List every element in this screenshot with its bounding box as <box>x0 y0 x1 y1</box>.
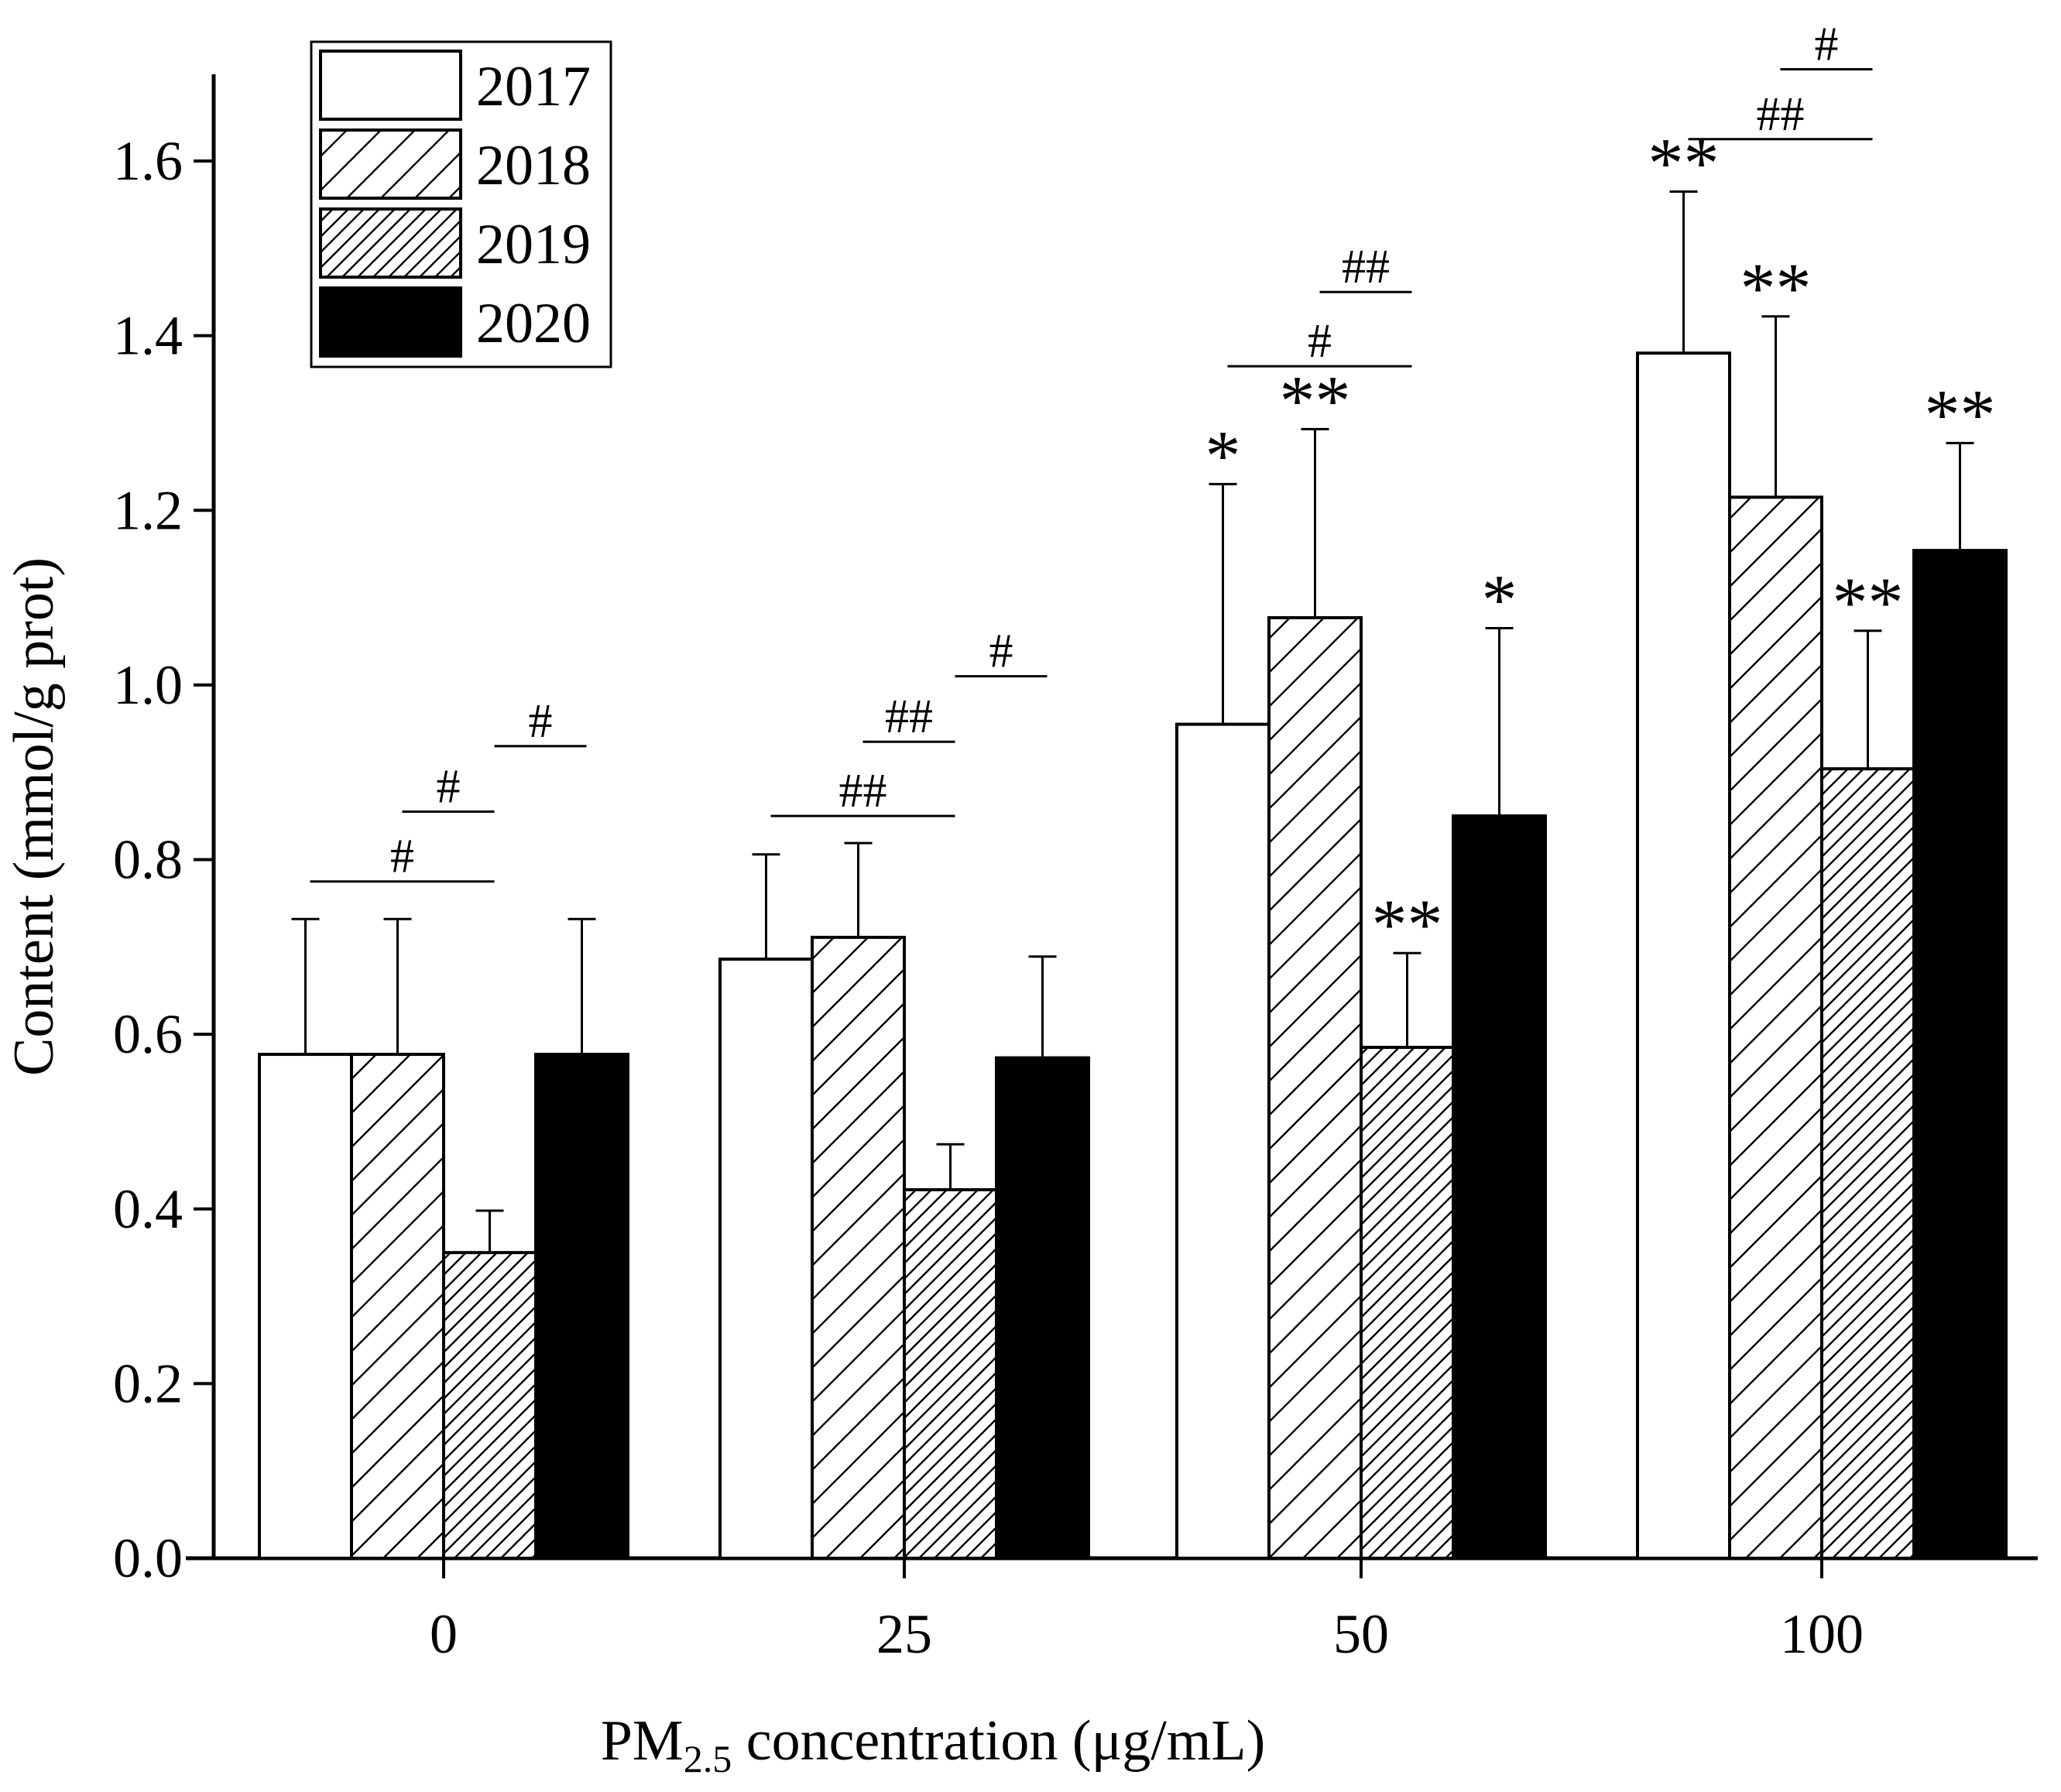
bar-2017-50 <box>1175 722 1271 1560</box>
y-tick-label: 1.0 <box>113 654 183 716</box>
y-tick-label: 0.8 <box>113 829 183 891</box>
comparison-label: # <box>989 625 1013 678</box>
legend-label-2017: 2017 <box>476 55 591 118</box>
legend-label-2018: 2018 <box>476 134 591 197</box>
significance-mark: ** <box>1740 248 1812 327</box>
legend-swatch-2018 <box>319 128 462 200</box>
y-tick-label: 0.2 <box>113 1352 183 1414</box>
bar-2017-25 <box>718 958 814 1560</box>
x-axis-title-subscript: 2.5 <box>684 1737 732 1780</box>
y-tick-label: 0.0 <box>113 1527 183 1589</box>
bar-2020-25 <box>995 1056 1090 1560</box>
comparison-label: ## <box>1342 241 1390 293</box>
bar-2018-50 <box>1267 616 1363 1560</box>
significance-mark: ** <box>1280 361 1351 440</box>
significance-mark: ** <box>1925 375 1996 454</box>
legend-swatch-2020 <box>319 286 462 358</box>
comparison-label: # <box>529 695 553 748</box>
comparison-label: ## <box>885 690 933 743</box>
bar-2019-0 <box>442 1251 537 1560</box>
bar-2020-0 <box>534 1053 629 1560</box>
x-tick-label: 0 <box>430 1603 458 1665</box>
comparison-label: # <box>1815 19 1839 71</box>
significance-mark: ** <box>1833 563 1904 642</box>
x-tick-label: 25 <box>876 1603 932 1665</box>
y-tick-label: 0.6 <box>113 1003 183 1065</box>
y-axis-title: Content (mmol/g prot) <box>2 557 66 1076</box>
x-tick-label: 100 <box>1780 1603 1864 1665</box>
bar-2018-0 <box>350 1053 445 1560</box>
comparison-label: # <box>1308 315 1332 368</box>
y-tick-label: 1.6 <box>113 130 183 192</box>
bar-2020-50 <box>1452 814 1547 1560</box>
significance-mark: * <box>1205 416 1241 495</box>
comparison-label: ## <box>1757 88 1805 141</box>
bar-2019-100 <box>1820 767 1915 1560</box>
comparison-label: ## <box>839 765 887 817</box>
plot-area: 0.00.20.40.60.81.01.21.41.6*************… <box>113 19 2038 1665</box>
bar-2020-100 <box>1912 549 2008 1560</box>
legend-label-2019: 2019 <box>476 213 591 276</box>
significance-mark: ** <box>1372 885 1443 964</box>
bar-2019-25 <box>903 1187 998 1561</box>
legend-swatch-2017 <box>319 50 462 121</box>
y-tick-label: 0.4 <box>113 1178 183 1240</box>
x-axis-title-main: PM <box>601 1709 684 1773</box>
bar-2018-25 <box>811 935 906 1560</box>
bar-2017-100 <box>1636 351 1731 1560</box>
x-tick-label: 50 <box>1333 1603 1389 1665</box>
bar-2017-0 <box>258 1053 353 1560</box>
significance-mark: * <box>1482 560 1517 639</box>
x-axis-title-rest: concentration (μg/mL) <box>732 1709 1265 1773</box>
comparison-label: # <box>437 760 461 813</box>
bar-2018-100 <box>1728 495 1823 1560</box>
x-axis-title: PM2.5 concentration (μg/mL) <box>601 1709 1265 1780</box>
comparison-label: # <box>390 831 414 883</box>
y-tick-label: 1.4 <box>113 305 183 367</box>
bar-2019-50 <box>1360 1046 1455 1560</box>
legend: 2017 2018 2019 2020 <box>310 40 612 368</box>
legend-label-2020: 2020 <box>476 292 591 355</box>
y-tick-label: 1.2 <box>113 479 183 541</box>
significance-mark: ** <box>1648 123 1720 202</box>
legend-swatch-2019 <box>319 207 462 279</box>
